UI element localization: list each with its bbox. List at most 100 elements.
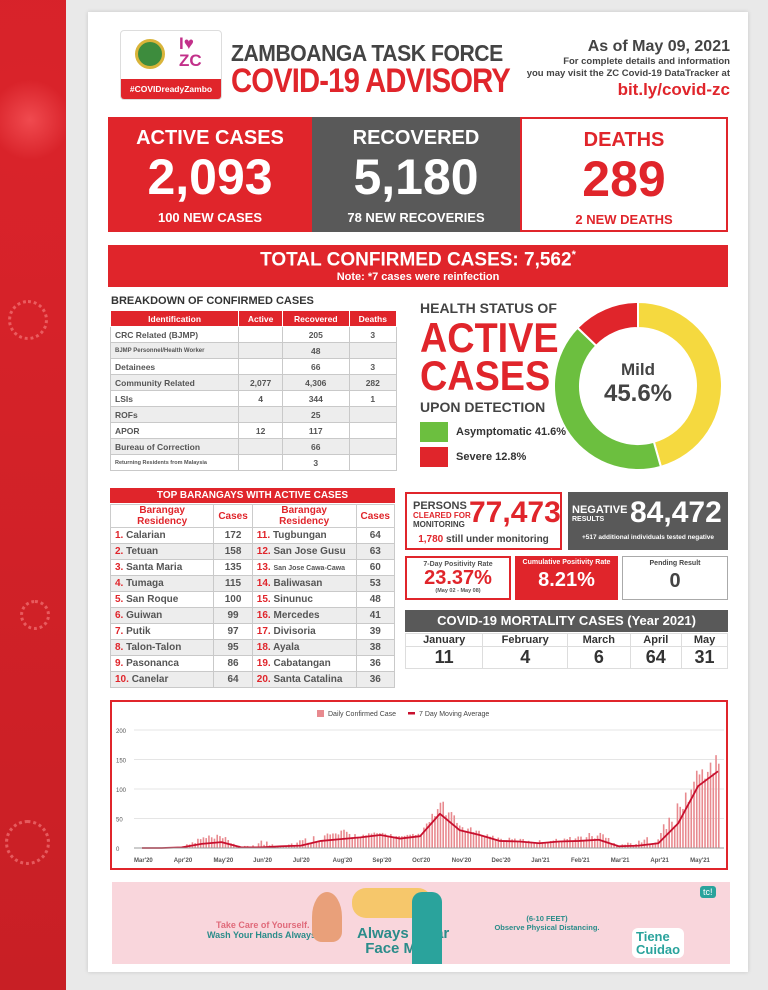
x-tick-label: Jan'21 (531, 858, 550, 864)
sub: 100 NEW CASES (157, 210, 263, 225)
daily-case-bar (348, 833, 351, 848)
month-value: 64 (629, 646, 683, 669)
daily-case-bar (345, 831, 348, 848)
daily-case-bar (508, 837, 511, 848)
daily-case-bar (610, 843, 613, 848)
total-confirmed-banner: TOTAL CONFIRMED CASES: 7,562* Note: *7 c… (108, 245, 728, 287)
legend-swatch (420, 422, 448, 442)
logo: I♥ ZC #COVIDreadyZambo (120, 30, 222, 100)
cases: 99 (213, 607, 253, 624)
daily-case-bar (682, 808, 684, 848)
daily-case-bar (464, 830, 467, 848)
barangay-name: Mercedes (273, 610, 320, 621)
x-tick-label: Apr'21 (650, 858, 669, 864)
table-row: 7. Putik 97 17. Divisoria 39 (109, 623, 396, 640)
donut-slice-severe (576, 300, 639, 348)
moving-average-line (142, 770, 719, 849)
barangays-table: Barangay Residency Cases Barangay Residenc… (109, 504, 396, 688)
table-cell: BJMP Personnel/Health Worker (109, 342, 240, 359)
daily-case-bar (693, 781, 695, 848)
daily-case-bar (704, 778, 706, 848)
barangay-name: Talon-Talon (126, 642, 182, 653)
daily-case-bar (649, 844, 651, 848)
health-donut-chart (553, 300, 723, 471)
barangay-name: Guiwan (126, 610, 163, 621)
barangays-title: TOP BARANGAYS WITH ACTIVE CASES (110, 488, 395, 503)
total-label: TOTAL CONFIRMED CASES: 7,562 (260, 249, 572, 271)
wash-hands-text: Take Care of Yourself. Wash Your Hands Al… (207, 920, 319, 940)
daily-case-bar (673, 825, 676, 848)
page-title: COVID-19 ADVISORY (231, 62, 511, 100)
table-cell (348, 422, 398, 439)
table-row: CRC Related (BJMP) 205 3 (109, 326, 398, 343)
daily-case-bar (522, 839, 524, 848)
table-row: ROFs 25 (109, 406, 398, 423)
daily-case-bar (695, 770, 698, 848)
x-tick-label: Nov'20 (452, 858, 472, 864)
daily-case-bar (632, 845, 635, 848)
rank: 19. (256, 658, 271, 669)
daily-case-bar (596, 835, 599, 848)
barangay-name: Tumaga (126, 578, 164, 589)
x-tick-label: Apr'20 (174, 858, 193, 864)
barangay-name: Ayala (273, 642, 300, 653)
daily-case-bar (425, 823, 428, 848)
daily-case-bar (569, 836, 571, 848)
value: 23.37% (424, 567, 492, 589)
datatracker-link[interactable]: bit.ly/covid-zc (617, 80, 730, 99)
rank: 7. (115, 626, 124, 637)
daily-case-bar (585, 837, 588, 848)
daily-case-bar (403, 835, 406, 848)
daily-case-bar (514, 838, 516, 848)
barangay-name: San Jose Cawa-Cawa (273, 565, 346, 572)
daily-case-bar (500, 838, 502, 848)
legend-label: 7 Day Moving Average (419, 711, 489, 718)
daily-case-bar (414, 835, 417, 848)
t6: Observe Physical Distancing. (494, 923, 600, 932)
cleared-value: 77,473 (469, 496, 561, 529)
daily-case-bar (516, 840, 519, 848)
daily-case-bar (494, 839, 497, 848)
daily-case-bar (684, 792, 687, 848)
rank: 13. (256, 562, 271, 573)
daily-case-bar (257, 843, 260, 848)
daily-case-bar (593, 838, 596, 848)
daily-case-bar (563, 838, 566, 848)
table-cell (238, 406, 283, 423)
value: 0 (669, 570, 681, 592)
daily-case-bar (381, 832, 384, 848)
daily-case-bar (687, 801, 690, 848)
daily-case-bar (654, 842, 657, 848)
barangay-name: Tetuan (126, 546, 159, 557)
table-row: Bureau of Correction 66 (109, 438, 398, 455)
table-cell (238, 438, 283, 455)
city-seal-icon (135, 39, 165, 69)
health-reminders-banner: Take Care of Yourself. Wash Your Hands Al… (112, 882, 730, 964)
barangay-name: San Jose Gusu (273, 546, 346, 557)
donut-slice-asymptomatic (553, 326, 663, 471)
barangay-name: Santa Maria (126, 562, 183, 573)
daily-case-bar (436, 809, 439, 848)
negative-sub: +517 additional individuals tested negat… (581, 534, 715, 541)
daily-case-bar (560, 841, 563, 848)
info-text: you may visit the ZC Covid-19 DataTracke… (526, 68, 730, 79)
l1: PERSONS (413, 500, 467, 512)
daily-case-bar (525, 841, 527, 848)
table-cell: 4,306 (281, 374, 350, 391)
sub: 78 NEW RECOVERIES (347, 210, 485, 225)
label: ACTIVE CASES (136, 127, 284, 149)
daily-case-bar (483, 836, 486, 848)
center-label: Mild (621, 360, 655, 379)
daily-case-bar (354, 834, 356, 848)
legend-line-swatch (408, 712, 415, 715)
daily-case-bar (442, 801, 445, 848)
deaths-card: DEATHS 289 2 NEW DEATHS (520, 117, 728, 232)
cases: 38 (355, 639, 396, 656)
column-header: Deaths (348, 310, 398, 327)
daily-cases-chart: 0 50 100 150 200 Mar'20 Apr'20 May'20 Jun'20 Jul'… (110, 700, 728, 870)
daily-case-bar (260, 840, 263, 848)
daily-case-bar (519, 838, 522, 848)
label: Cumulative Positivity Rate (522, 559, 611, 566)
daily-case-bar (202, 837, 205, 848)
table-row: APOR 12 117 (109, 422, 398, 439)
